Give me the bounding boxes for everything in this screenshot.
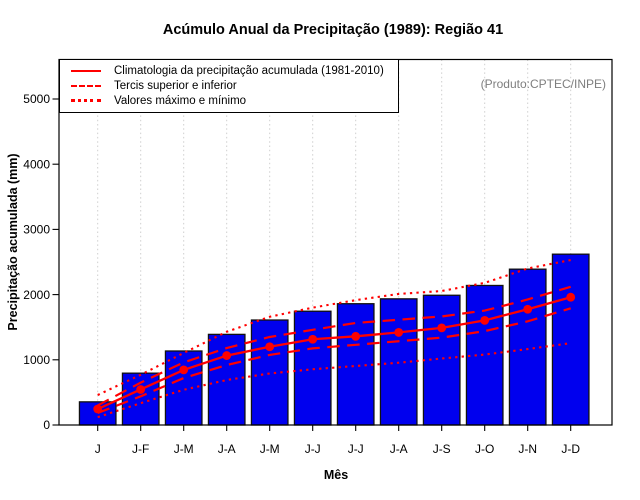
minimum-line bbox=[97, 342, 571, 419]
climatology-point bbox=[308, 334, 318, 344]
bar-J-M bbox=[164, 350, 203, 426]
chart-title: Acúmulo Anual da Precipitação (1989): Re… bbox=[162, 22, 504, 38]
climatology-point bbox=[222, 351, 232, 360]
climatology-point bbox=[136, 385, 146, 394]
x-tick-label: J-M bbox=[260, 442, 280, 456]
x-tick-label: J-F bbox=[132, 442, 149, 456]
climatology-point bbox=[523, 304, 533, 314]
climatology-line bbox=[97, 296, 572, 411]
legend-box: Climatologia da precipitação acumulada (… bbox=[59, 59, 399, 113]
y-tick-label: 0 bbox=[43, 418, 50, 432]
x-tick-label: J-A bbox=[218, 442, 236, 456]
legend-item-terciles: Tercis superior e inferior bbox=[60, 79, 398, 93]
x-tick-label: J-S bbox=[433, 442, 451, 456]
x-tick-label: J-N bbox=[518, 442, 537, 456]
x-tick-label: J-D bbox=[561, 442, 580, 456]
y-tick-label: 1000 bbox=[23, 353, 50, 367]
climatology-point bbox=[265, 342, 275, 352]
legend-label-climatology: Climatologia da precipitação acumulada (… bbox=[114, 65, 384, 78]
bar-J-A bbox=[207, 333, 246, 426]
x-tick-label: J bbox=[95, 442, 101, 456]
dashed-red-line-sample bbox=[71, 84, 101, 87]
legend-item-climatology: Climatologia da precipitação acumulada (… bbox=[60, 64, 398, 78]
tercile_lower-line bbox=[97, 307, 572, 414]
legend-label-terciles: Tercis superior e inferior bbox=[114, 79, 237, 92]
bar-J-D bbox=[551, 253, 590, 426]
climatology-point bbox=[394, 328, 404, 337]
legend-label-max-min: Valores máximo e mínimo bbox=[114, 94, 247, 107]
climatology-point bbox=[480, 315, 490, 325]
climatology-point bbox=[566, 292, 576, 302]
producer-watermark: (Produto:CPTEC/INPE) bbox=[480, 77, 606, 91]
bar-J-O bbox=[465, 284, 504, 426]
x-tick-label: J-A bbox=[390, 442, 408, 456]
x-tick-label: J-O bbox=[475, 442, 494, 456]
y-tick-label: 5000 bbox=[23, 92, 50, 106]
y-tick-label: 3000 bbox=[23, 223, 50, 237]
solid-red-line-sample bbox=[71, 70, 101, 73]
y-axis-title: Precipitação acumulada (mm) bbox=[6, 153, 20, 331]
y-tick-label: 2000 bbox=[23, 288, 50, 302]
x-axis-title: Mês bbox=[323, 468, 349, 482]
legend-item-max-min: Valores máximo e mínimo bbox=[60, 94, 398, 108]
climatology-point bbox=[351, 331, 361, 341]
climatology-point bbox=[93, 404, 103, 414]
x-tick-label: J-J bbox=[348, 442, 364, 456]
climatology-point bbox=[179, 365, 189, 375]
y-tick-label: 4000 bbox=[23, 157, 50, 171]
dotted-red-line-sample bbox=[71, 99, 101, 103]
maximum-line bbox=[97, 259, 571, 396]
x-tick-label: J-J bbox=[305, 442, 321, 456]
tercile_upper-line bbox=[97, 285, 572, 407]
climatology-point bbox=[437, 323, 447, 333]
x-tick-label: J-M bbox=[174, 442, 194, 456]
